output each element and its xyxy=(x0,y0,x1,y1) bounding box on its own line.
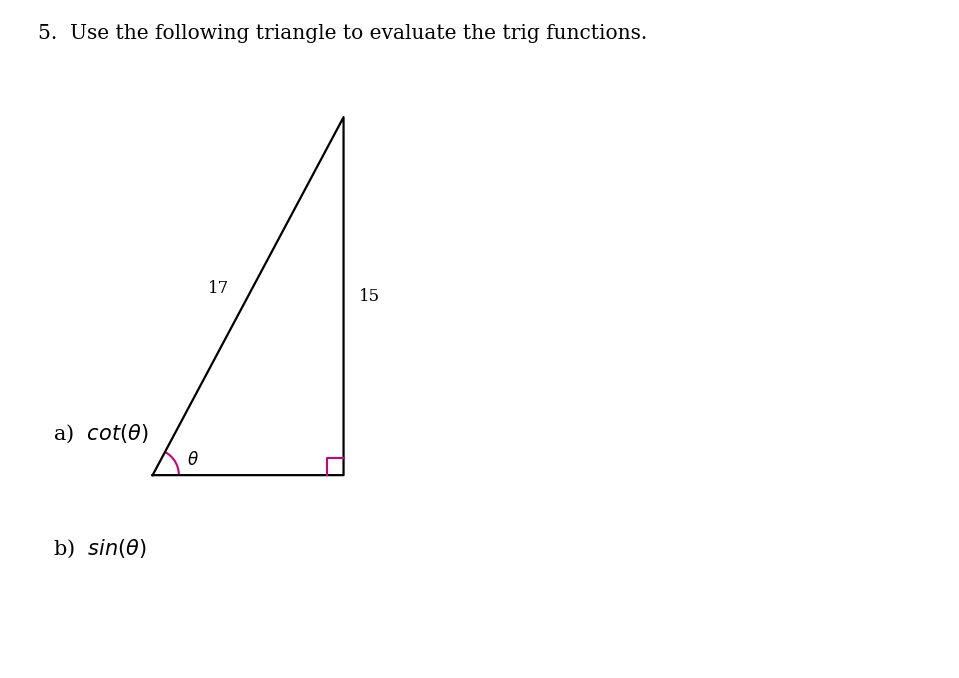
Text: a)  $cot(\theta)$: a) $cot(\theta)$ xyxy=(53,422,149,445)
Text: b)  $sin(\theta)$: b) $sin(\theta)$ xyxy=(53,538,147,561)
Text: 15: 15 xyxy=(359,287,380,304)
Text: 5.  Use the following triangle to evaluate the trig functions.: 5. Use the following triangle to evaluat… xyxy=(38,24,647,43)
Text: 17: 17 xyxy=(208,281,229,298)
Text: $\theta$: $\theta$ xyxy=(187,451,199,468)
